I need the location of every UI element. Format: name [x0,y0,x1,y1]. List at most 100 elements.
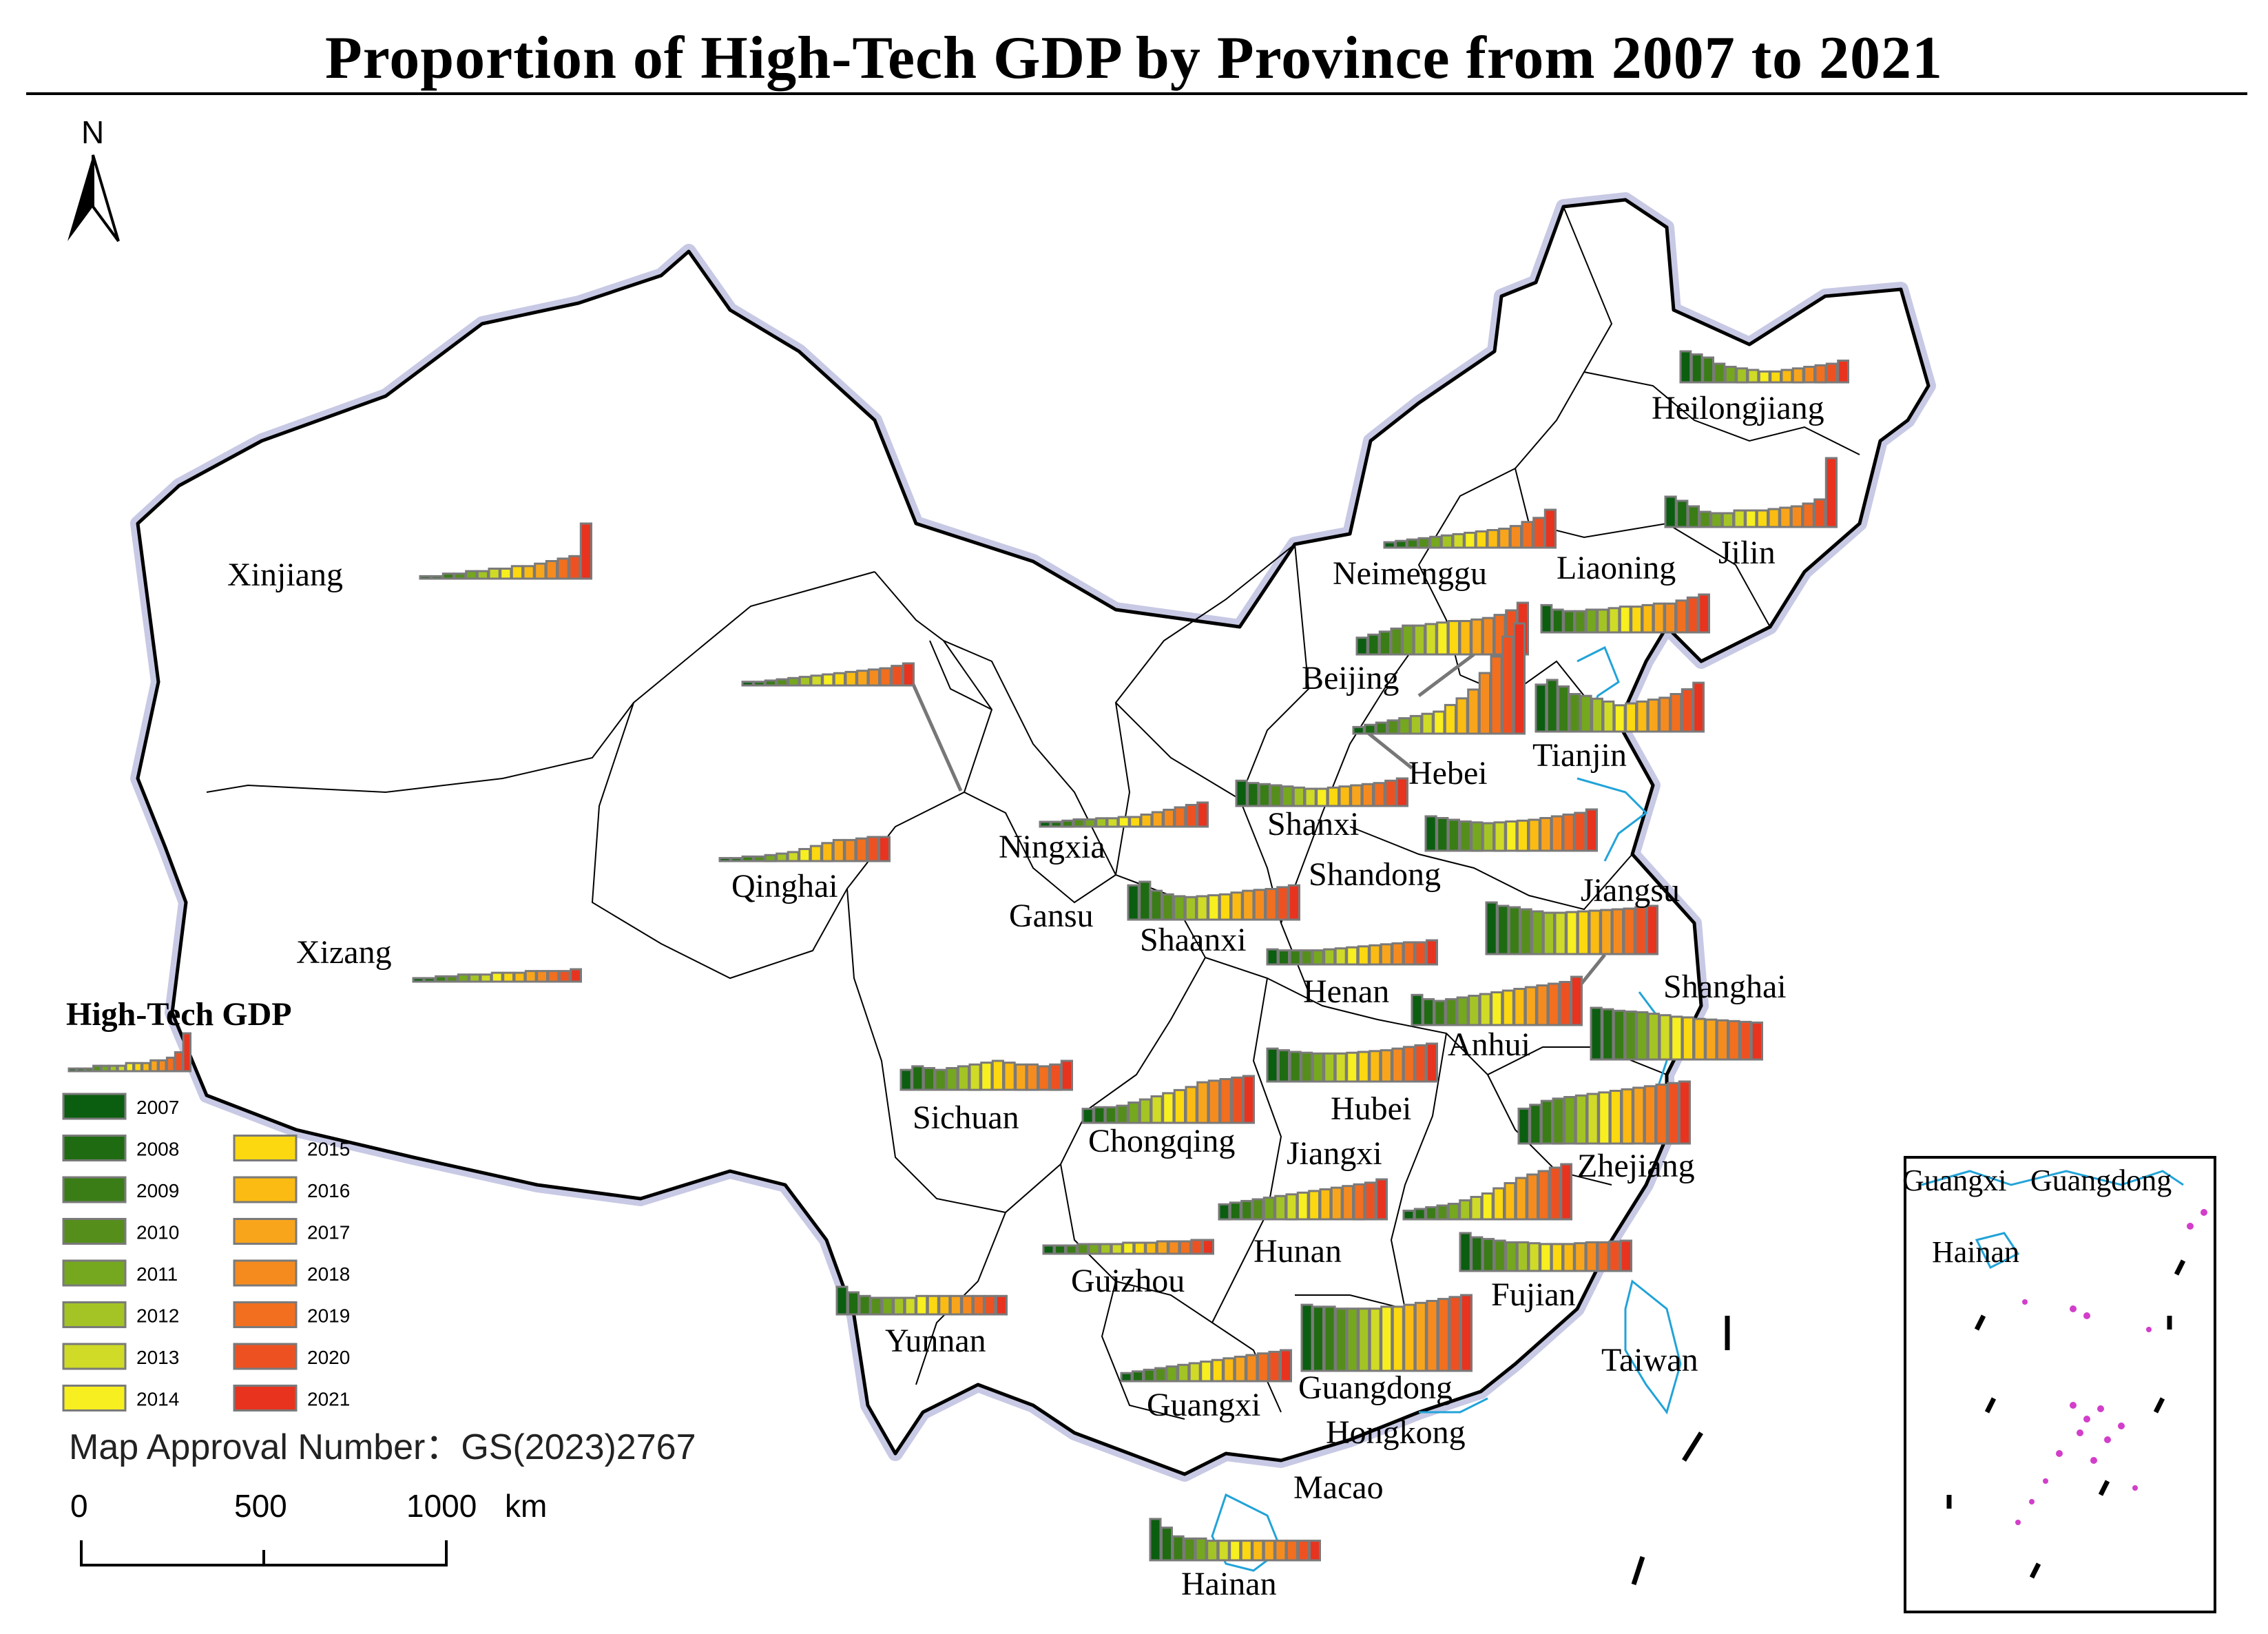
label-zhejiang: Zhejiang [1577,1148,1695,1184]
bar-zhejiang-2009 [1540,1099,1554,1145]
bar-liaoning-2018 [1664,602,1676,634]
bar-zhejiang-2008 [1529,1104,1542,1145]
bar-gansu-2008 [753,681,766,687]
bar-guangdong-2020 [1448,1296,1461,1372]
bar-guizhou-2015 [1133,1241,1146,1255]
bar-ningxia-2014 [1117,816,1130,828]
bar-beijing-2009 [1378,630,1392,656]
bar-jiangxi-2018 [1526,1173,1539,1221]
bar-legend-sample-2013 [116,1064,127,1073]
bar-shanxi-2014 [1315,787,1329,807]
bar-beijing-2008 [1367,633,1380,656]
bar-hubei-2020 [1414,1044,1427,1083]
bar-yunnan-2010 [870,1296,883,1316]
bar-shanghai-2018 [1716,1019,1729,1061]
bar-heilongjiang-2014 [1758,370,1771,384]
bar-hainan-2021 [1309,1540,1321,1562]
legend-item-2017: 2017 [233,1218,350,1245]
inset-labels: Guangxi Guangdong Hainan [1902,1164,2172,1269]
bar-zhejiang-2010 [1552,1097,1565,1145]
bar-heilongjiang-2009 [1702,356,1714,384]
bar-shandong-2021 [1585,808,1599,852]
mini-chart-guizhou [1042,1239,1214,1255]
bar-guangxi-2021 [1280,1349,1292,1383]
bar-gansu-2012 [798,676,812,687]
bar-legend-sample-2014 [125,1062,135,1073]
legend-item-2015: 2015 [233,1135,350,1161]
label-hunan: Hunan [1253,1233,1342,1270]
bar-fujian-2009 [1481,1238,1495,1272]
bar-zhejiang-2018 [1643,1085,1657,1145]
mini-chart-jilin [1664,457,1838,528]
bar-sichuan-2013 [968,1063,981,1091]
bar-neimenggu-2013 [1452,532,1465,549]
bar-chongqing-2007 [1081,1108,1094,1124]
map-approval-number: Map Approval Number：GS(2023)2767 [69,1427,696,1467]
bar-hunan-2009 [1240,1199,1253,1221]
legend-swatch-2017 [233,1218,298,1245]
bar-jilin-2008 [1676,499,1689,528]
legend-item-2009: 2009 [62,1176,179,1203]
bar-jilin-2020 [1813,498,1827,528]
bar-guangxi-2014 [1200,1361,1213,1383]
bar-guizhou-2017 [1156,1240,1169,1255]
bar-fujian-2016 [1562,1243,1575,1272]
bar-sichuan-2019 [1037,1065,1050,1091]
bar-yunnan-2017 [949,1294,962,1316]
bar-qinghai-2020 [866,836,880,862]
bar-shanxi-2021 [1395,777,1409,807]
bar-tianjin-2016 [1636,700,1649,733]
bar-zhejiang-2020 [1667,1082,1680,1145]
bar-hunan-2007 [1218,1203,1231,1221]
bar-shanxi-2011 [1281,785,1294,807]
bar-anhui-2010 [1445,998,1458,1026]
bar-jilin-2019 [1802,502,1815,528]
bar-hubei-2021 [1426,1042,1438,1083]
bar-hainan-2008 [1161,1527,1173,1562]
label-guangdong: Guangdong [1298,1369,1453,1406]
bar-ningxia-2017 [1151,811,1164,828]
bar-anhui-2021 [1570,975,1583,1026]
bar-anhui-2016 [1513,988,1526,1026]
bar-xizang-2014 [490,971,503,983]
label-shanxi: Shanxi [1267,806,1359,842]
legend-swatch-2016 [233,1176,298,1203]
bar-guizhou-2013 [1110,1243,1123,1255]
bar-xinjiang-2018 [545,560,558,580]
bar-tianjin-2010 [1568,693,1581,733]
legend-item-2020: 2020 [233,1343,350,1370]
bar-guangxi-2015 [1211,1358,1224,1383]
mini-chart-tianjin [1534,679,1705,733]
bar-xizang-2011 [457,973,470,983]
bar-yunnan-2019 [972,1294,985,1316]
bar-heilongjiang-2010 [1713,362,1726,384]
inset-label-guangxi: Guangxi [1902,1164,2007,1197]
label-anhui: Anhui [1448,1026,1530,1063]
bar-fujian-2011 [1505,1241,1518,1272]
bar-shandong-2007 [1424,815,1437,852]
bar-yunnan-2021 [995,1294,1008,1316]
bar-hunan-2008 [1229,1201,1242,1221]
bar-beijing-2014 [1436,621,1449,656]
bar-shanxi-2009 [1258,783,1271,807]
bar-shanghai-2020 [1739,1020,1752,1061]
bar-hubei-2018 [1391,1047,1404,1083]
bar-gansu-2015 [833,672,846,687]
mini-chart-legend-sample [67,1032,192,1073]
bar-sichuan-2012 [957,1065,970,1091]
bar-chongqing-2008 [1093,1106,1106,1124]
bar-neimenggu-2015 [1475,530,1488,549]
bar-jiangsu-2010 [1519,908,1532,955]
mini-chart-anhui [1411,975,1583,1026]
bar-tianjin-2020 [1681,688,1694,733]
bar-shanghai-2017 [1705,1018,1718,1061]
legend-swatch-2019 [233,1301,298,1328]
bar-anhui-2018 [1536,984,1549,1026]
bar-henan-2017 [1380,943,1393,966]
bar-guangxi-2013 [1188,1362,1201,1383]
bar-ningxia-2015 [1129,816,1141,828]
bar-shandong-2019 [1562,814,1575,852]
bar-chongqing-2011 [1127,1102,1141,1124]
legend-year-label: 2014 [136,1389,179,1410]
bar-beijing-2018 [1481,617,1495,656]
